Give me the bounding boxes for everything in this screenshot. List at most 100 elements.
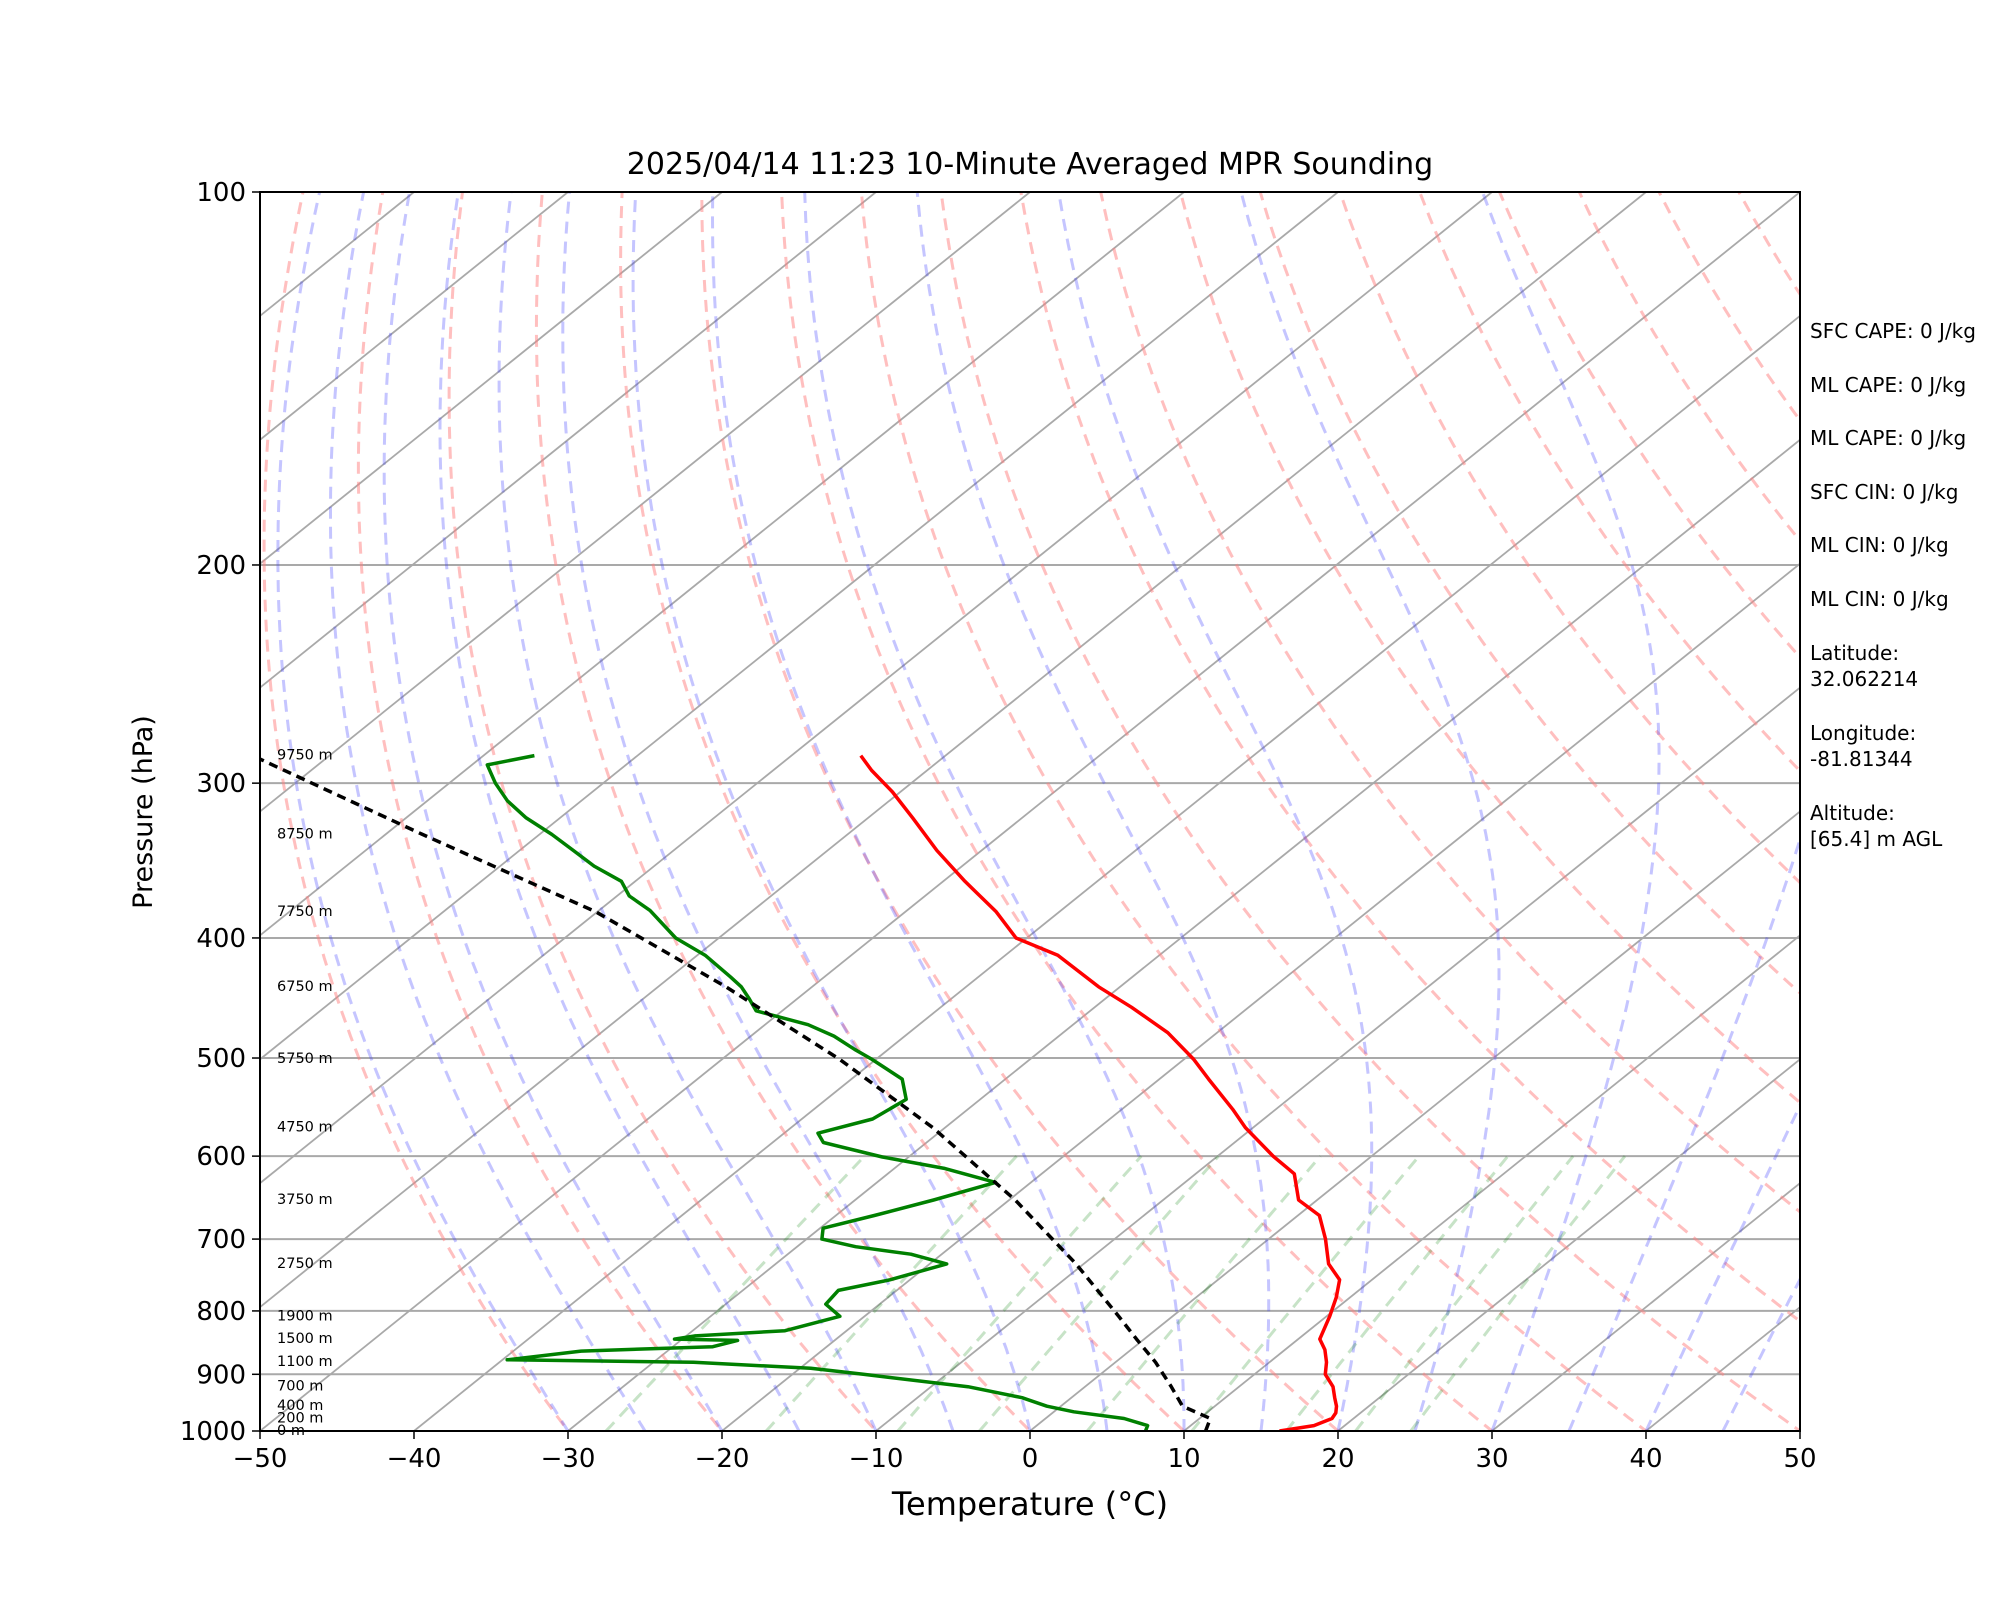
x-tick-label: 30 xyxy=(1475,1444,1508,1474)
x-tick-label: −30 xyxy=(541,1444,596,1474)
y-tick-label: 1000 xyxy=(180,1417,246,1447)
isotherm-line xyxy=(260,192,1339,1061)
mixing-ratio-line xyxy=(1285,1155,1510,1431)
ml-cin-text: ML CIN: 0 J/kg xyxy=(1810,533,1949,558)
y-tick-label: 800 xyxy=(196,1297,246,1327)
dry-adiabat xyxy=(262,192,570,1431)
isotherm-line xyxy=(721,562,1800,1431)
height-label: 200 m xyxy=(277,1410,323,1426)
height-label: 1100 m xyxy=(277,1354,333,1370)
y-tick-label: 500 xyxy=(196,1044,246,1074)
mixing-ratio-line xyxy=(1086,1155,1322,1431)
temperature-line xyxy=(859,754,1342,1431)
isotherm-line xyxy=(260,192,1647,1309)
height-label: 4750 m xyxy=(277,1120,333,1136)
dry-adiabat xyxy=(1099,192,1800,1214)
moist-adiabat xyxy=(329,192,647,1431)
moist-adiabat xyxy=(710,192,1109,1431)
axes: −50 −40 −30 −20 −10 0 10 20 30 40 50 100 200 300 400 50… xyxy=(180,178,1817,1474)
isotherm-line xyxy=(260,192,877,689)
height-label: 1500 m xyxy=(277,1331,333,1347)
x-tick-label: −20 xyxy=(695,1444,750,1474)
y-tick-label: 900 xyxy=(196,1360,246,1390)
isotherm-line xyxy=(260,192,1031,813)
parcel-line xyxy=(260,757,1213,1431)
moist-adiabat xyxy=(497,192,878,1431)
dry-adiabat xyxy=(447,192,879,1431)
moist-adiabat xyxy=(561,192,955,1431)
ml-cape-text-2: ML CAPE: 0 J/kg xyxy=(1810,426,1967,451)
isotherm-line xyxy=(260,192,1800,1431)
moist-adiabat xyxy=(438,192,801,1431)
ml-cape-text: ML CAPE: 0 J/kg xyxy=(1810,372,1967,397)
dry-adiabat xyxy=(1019,192,1800,1324)
mixing-ratio-line xyxy=(1354,1155,1575,1431)
data-lines xyxy=(260,753,1342,1431)
latitude-block: Latitude: 32.062214 xyxy=(1810,640,2000,720)
x-tick-label: 20 xyxy=(1321,1444,1354,1474)
moist-adiabat xyxy=(631,192,1032,1431)
height-label: 2750 m xyxy=(277,1256,333,1272)
height-label: 1900 m xyxy=(277,1308,333,1324)
isotherm-line xyxy=(1183,934,1800,1431)
moist-adiabat xyxy=(1481,192,1661,1431)
x-tick-label: −10 xyxy=(849,1444,904,1474)
longitude-value: -81.81344 xyxy=(1810,746,1913,771)
x-tick-label: 10 xyxy=(1167,1444,1200,1474)
isotherm-line xyxy=(260,192,1185,937)
y-tick-label: 400 xyxy=(196,924,246,954)
x-tick-label: 0 xyxy=(1022,1444,1039,1474)
sfc-cape-text: SFC CAPE: 0 J/kg xyxy=(1810,319,1976,343)
mixing-ratio-line xyxy=(896,1155,1143,1431)
sounding-info-panel: SFC CAPE: 0 J/kg ML CAPE: 0 J/kg ML CAPE… xyxy=(1810,318,2000,880)
x-axis-label: Temperature (°C) xyxy=(891,1485,1168,1523)
y-tick-label: 100 xyxy=(196,178,246,208)
moist-adiabat xyxy=(276,192,570,1431)
y-tick-label: 200 xyxy=(196,551,246,581)
dry-adiabat xyxy=(619,192,1187,1431)
isotherm-line xyxy=(260,192,1493,1185)
longitude-label: Longitude: xyxy=(1810,720,1917,745)
dewpoint-line xyxy=(485,753,1150,1431)
moist-adiabat xyxy=(915,192,1271,1431)
ml-cin-text-2: ML CIN: 0 J/kg xyxy=(1810,586,1949,611)
height-label: 7750 m xyxy=(277,904,333,920)
x-tick-label: −50 xyxy=(233,1444,288,1474)
dry-adiabat xyxy=(1418,192,1800,774)
isotherm-line xyxy=(260,192,723,565)
dry-adiabat xyxy=(1258,192,1800,995)
height-label: 400 m xyxy=(277,1398,323,1414)
mixing-ratio-line xyxy=(604,1155,866,1431)
latitude-value: 32.062214 xyxy=(1810,666,1919,691)
height-label: 9750 m xyxy=(277,748,333,764)
height-label: 5750 m xyxy=(277,1051,333,1067)
moist-adiabat xyxy=(803,192,1186,1431)
x-tick-label: 40 xyxy=(1629,1444,1662,1474)
isotherm-line xyxy=(1029,810,1800,1431)
dry-adiabat xyxy=(780,192,1495,1431)
x-tick-label: 50 xyxy=(1783,1444,1816,1474)
height-label: 3750 m xyxy=(277,1192,333,1208)
isotherm-line xyxy=(567,438,1800,1431)
background-lines xyxy=(260,192,1800,1431)
moist-adiabat xyxy=(1567,192,1800,1431)
dry-adiabat xyxy=(1338,192,1800,885)
longitude-block: Longitude: -81.81344 xyxy=(1810,720,2000,800)
dry-adiabat xyxy=(859,192,1649,1431)
dry-adiabat xyxy=(356,192,724,1431)
moist-adiabat xyxy=(1057,192,1374,1431)
moist-adiabat xyxy=(382,192,724,1431)
altitude-value: [65.4] m AGL xyxy=(1810,826,1943,851)
height-label: 700 m xyxy=(277,1379,323,1395)
isotherm-line xyxy=(875,686,1800,1431)
x-tick-label: −40 xyxy=(387,1444,442,1474)
isotherm-line xyxy=(1491,1182,1800,1431)
dry-adiabat xyxy=(534,192,1033,1431)
altitude-block: Altitude: [65.4] m AGL xyxy=(1810,800,2000,880)
mixing-ratio-line xyxy=(1409,1155,1627,1431)
height-label: 8750 m xyxy=(277,826,333,842)
chart-title: 2025/04/14 11:23 10-Minute Averaged MPR … xyxy=(627,147,1433,182)
mixing-ratio-line xyxy=(765,1155,1018,1431)
